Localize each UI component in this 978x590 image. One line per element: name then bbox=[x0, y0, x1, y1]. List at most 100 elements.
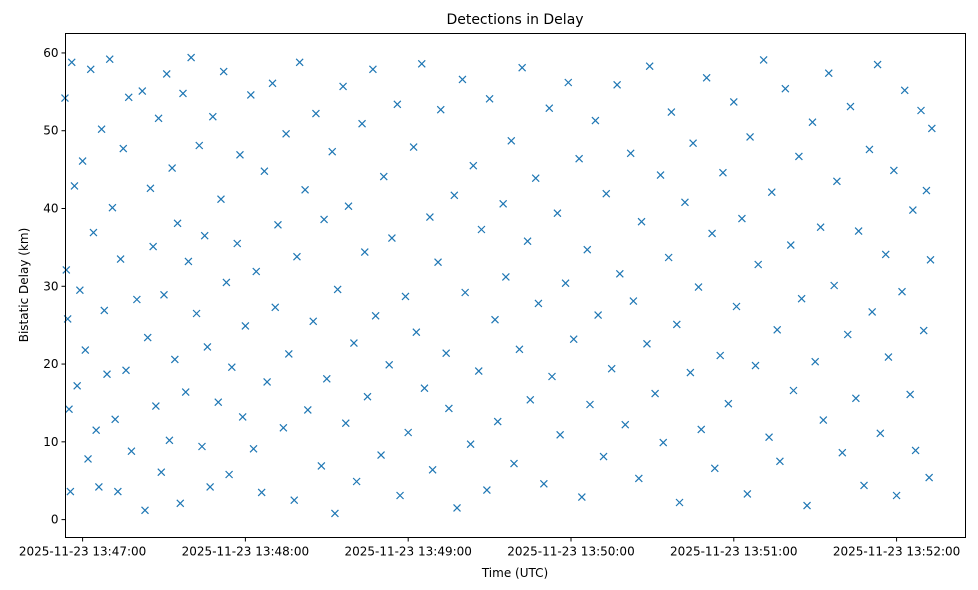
x-tick-label: 2025-11-23 13:51:00 bbox=[670, 545, 797, 559]
data-point bbox=[160, 290, 168, 299]
x-axis: 2025-11-23 13:47:00 2025-11-23 13:48:00 20… bbox=[19, 537, 960, 559]
data-point bbox=[545, 104, 554, 113]
data-point bbox=[320, 215, 329, 224]
data-point bbox=[404, 428, 413, 437]
data-point bbox=[379, 172, 388, 181]
data-point bbox=[672, 320, 681, 329]
data-point bbox=[252, 267, 261, 276]
data-point bbox=[539, 479, 548, 488]
data-point bbox=[249, 444, 258, 453]
data-point bbox=[583, 245, 592, 254]
data-point bbox=[922, 186, 931, 195]
data-point bbox=[615, 269, 624, 278]
data-point bbox=[233, 239, 242, 248]
data-point bbox=[651, 389, 660, 398]
data-point bbox=[694, 283, 703, 291]
data-point bbox=[151, 402, 160, 410]
data-point bbox=[184, 257, 193, 266]
data-point bbox=[236, 150, 244, 159]
data-point bbox=[66, 487, 75, 496]
data-point bbox=[510, 459, 518, 468]
data-point bbox=[339, 82, 347, 91]
data-point bbox=[667, 108, 676, 116]
y-tick-label: 30 bbox=[43, 279, 58, 293]
data-point bbox=[309, 317, 318, 326]
data-point bbox=[808, 118, 817, 127]
data-point bbox=[664, 253, 673, 262]
data-point bbox=[466, 440, 475, 449]
y-tick-label: 40 bbox=[43, 202, 58, 216]
data-point bbox=[344, 202, 353, 211]
data-point bbox=[113, 487, 122, 496]
data-point bbox=[303, 406, 312, 414]
data-point bbox=[428, 465, 437, 474]
data-point bbox=[781, 84, 790, 93]
chart-title: Detections in Delay bbox=[446, 12, 583, 28]
data-point bbox=[482, 486, 491, 494]
data-point bbox=[773, 325, 782, 334]
data-point bbox=[637, 217, 646, 226]
data-point bbox=[206, 483, 215, 491]
data-point bbox=[797, 294, 806, 303]
data-point bbox=[149, 242, 158, 251]
data-point bbox=[187, 53, 196, 62]
data-point bbox=[198, 442, 206, 451]
data-point bbox=[168, 164, 177, 172]
data-point bbox=[86, 65, 95, 74]
data-point bbox=[843, 330, 852, 339]
data-point bbox=[214, 398, 223, 407]
data-point bbox=[586, 400, 594, 409]
data-point bbox=[469, 161, 478, 170]
data-point bbox=[78, 157, 87, 165]
data-point bbox=[719, 168, 727, 177]
data-point bbox=[917, 106, 925, 115]
data-point bbox=[819, 416, 828, 424]
data-point bbox=[501, 273, 510, 281]
data-point bbox=[396, 491, 404, 500]
data-point bbox=[689, 139, 698, 148]
data-point bbox=[710, 464, 719, 473]
data-point bbox=[328, 147, 337, 156]
data-point bbox=[599, 452, 608, 461]
data-point bbox=[621, 420, 630, 429]
data-point bbox=[751, 361, 760, 370]
y-tick-label: 50 bbox=[43, 124, 58, 138]
data-point bbox=[173, 219, 182, 228]
data-point bbox=[838, 448, 847, 457]
data-point bbox=[851, 394, 860, 403]
data-point bbox=[282, 129, 291, 138]
data-point bbox=[132, 295, 141, 304]
data-point bbox=[919, 326, 928, 335]
data-point bbox=[225, 470, 234, 479]
data-point bbox=[477, 225, 486, 234]
data-point bbox=[331, 509, 339, 518]
data-point bbox=[97, 125, 106, 134]
y-tick-label: 20 bbox=[43, 357, 58, 371]
data-point bbox=[759, 56, 768, 64]
data-point bbox=[241, 322, 250, 330]
data-point bbox=[409, 143, 418, 151]
data-point bbox=[908, 206, 917, 214]
data-point bbox=[100, 306, 109, 315]
data-point bbox=[75, 286, 84, 295]
data-point bbox=[594, 311, 603, 319]
data-point bbox=[569, 335, 578, 344]
data-point bbox=[200, 231, 209, 240]
data-point bbox=[363, 392, 372, 401]
data-point bbox=[260, 167, 269, 176]
data-point bbox=[393, 100, 402, 109]
data-point bbox=[358, 119, 366, 128]
data-point bbox=[906, 390, 915, 399]
data-point bbox=[775, 457, 784, 466]
data-point bbox=[564, 78, 573, 87]
data-point bbox=[686, 368, 695, 377]
data-point bbox=[531, 174, 540, 183]
data-point bbox=[317, 462, 326, 470]
data-point bbox=[507, 136, 516, 145]
data-point bbox=[634, 474, 643, 483]
data-point bbox=[301, 185, 310, 194]
data-point bbox=[602, 189, 611, 198]
data-point bbox=[146, 184, 155, 193]
data-point bbox=[293, 252, 301, 261]
data-point bbox=[675, 498, 684, 507]
